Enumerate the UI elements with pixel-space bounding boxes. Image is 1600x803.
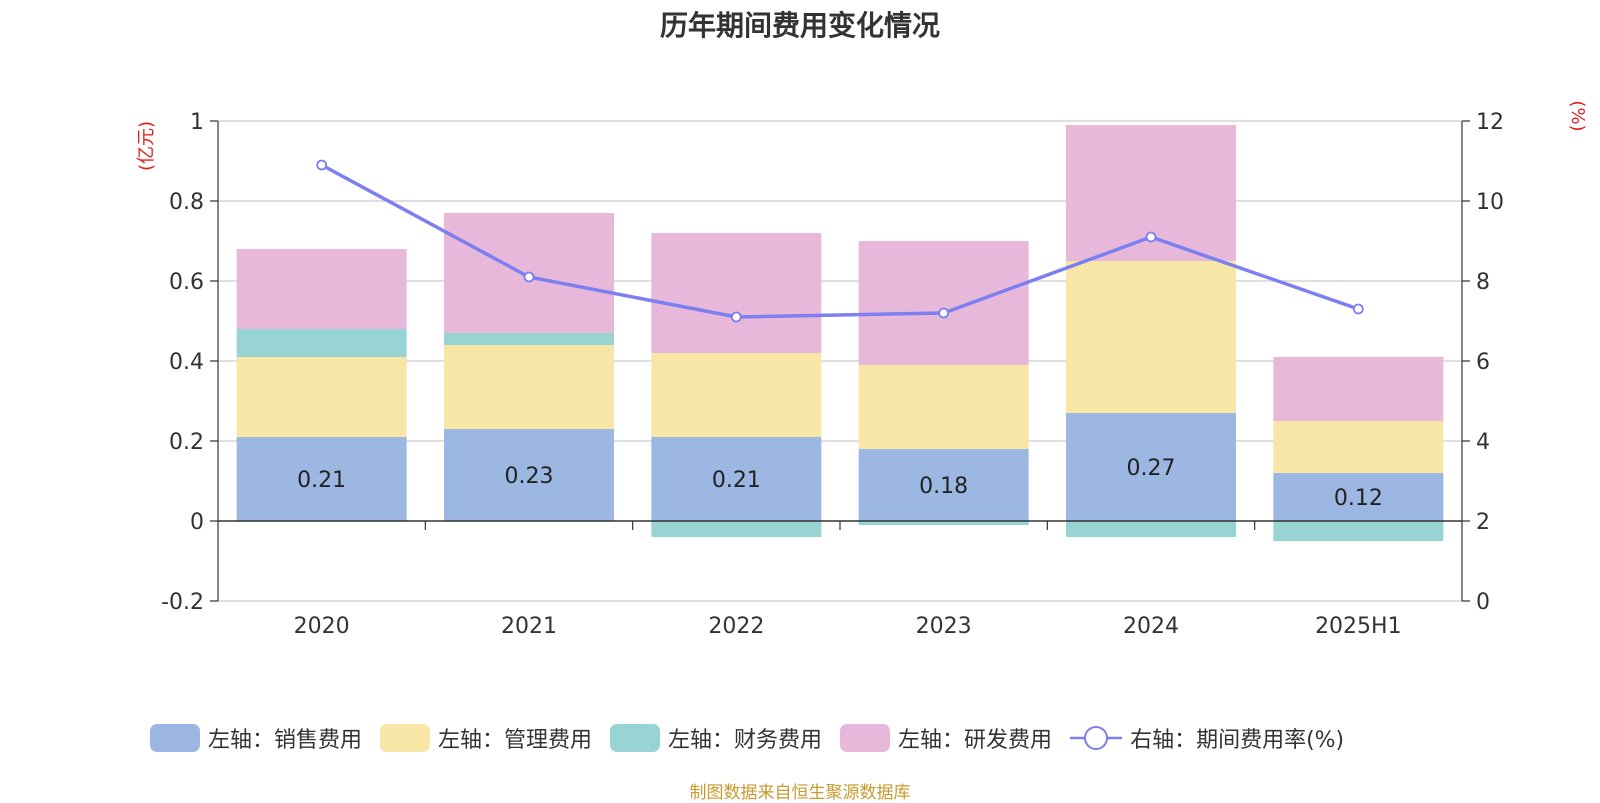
bar-finance [858, 521, 1029, 525]
right-axis-tick-label: 6 [1476, 350, 1490, 375]
left-axis-tick-label: 0.6 [169, 270, 204, 295]
rate-point [1145, 231, 1157, 243]
legend: 左轴：销售费用 左轴：管理费用 左轴：财务费用 左轴：研发费用 右轴：期间费用率… [150, 722, 1362, 754]
bar-sales [858, 449, 1029, 521]
rate-point [316, 159, 328, 171]
right-axis-tick-label: 4 [1476, 430, 1490, 455]
legend-label-sales: 左轴：销售费用 [208, 728, 363, 753]
rate-line [320, 163, 1359, 319]
left-axis-tick-label: 0.2 [169, 430, 204, 455]
x-axis-tick-label: 2022 [708, 614, 764, 639]
bar-sales [1273, 473, 1444, 521]
right-axis-tick-label: 12 [1476, 110, 1504, 135]
legend-swatch-finance [610, 724, 661, 752]
bar-finance [236, 329, 407, 357]
bar-finance [1066, 521, 1236, 537]
bar-rnd [651, 233, 822, 353]
bar-admin [858, 365, 1029, 449]
legend-item-sales[interactable]: 左轴：销售费用 [150, 722, 362, 754]
legend-label-admin: 左轴：管理费用 [438, 728, 593, 753]
left-axis-tick-label: 0.8 [169, 190, 204, 215]
legend-swatch-rnd [840, 724, 891, 752]
bar-sales [444, 429, 614, 521]
data-label-sales: 0.23 [505, 464, 554, 489]
bar-admin [236, 357, 407, 437]
x-axis-tick-label: 2021 [501, 614, 557, 639]
bar-rnd [858, 241, 1029, 365]
data-label-sales: 0.21 [297, 468, 346, 493]
data-source-note: 制图数据来自恒生聚源数据库 [689, 783, 911, 803]
legend-item-rate[interactable]: 右轴：期间费用率(%) [1070, 722, 1344, 754]
right-axis-tick-label: 8 [1476, 270, 1490, 295]
bar-admin [651, 353, 822, 437]
data-label-sales: 0.27 [1127, 456, 1176, 481]
data-label-sales: 0.21 [712, 468, 761, 493]
legend-item-admin[interactable]: 左轴：管理费用 [380, 722, 592, 754]
right-axis-tick-label: 0 [1476, 590, 1490, 615]
legend-item-rnd[interactable]: 左轴：研发费用 [840, 722, 1052, 754]
bar-admin [1066, 261, 1236, 413]
legend-swatch-sales [150, 724, 200, 752]
x-axis-tick-label: 2024 [1123, 614, 1179, 639]
left-axis-unit-label: (亿元) [136, 121, 157, 171]
left-axis-tick-label: 1 [190, 110, 204, 135]
rate-point [938, 307, 950, 319]
right-axis-unit-label: (%) [1567, 100, 1588, 131]
data-label-sales: 0.18 [919, 474, 968, 499]
bar-sales [1066, 413, 1236, 521]
bar-rnd [1273, 357, 1444, 421]
bar-finance [444, 333, 614, 345]
left-axis-tick-label: 0 [190, 510, 204, 535]
bar-admin [1273, 421, 1444, 473]
legend-swatch-admin [380, 724, 431, 752]
bar-sales [651, 437, 822, 521]
legend-swatch-rate [1070, 726, 1123, 750]
left-axis-tick-label: -0.2 [161, 590, 204, 615]
bar-rnd [236, 249, 407, 329]
legend-label-rate: 右轴：期间费用率(%) [1130, 728, 1345, 753]
bar-finance [1273, 521, 1444, 541]
right-axis-tick-label: 2 [1476, 510, 1490, 535]
rate-point [523, 271, 535, 283]
data-label-sales: 0.12 [1334, 486, 1383, 511]
legend-item-finance[interactable]: 左轴：财务费用 [610, 722, 822, 754]
chart-title: 历年期间费用变化情况 [659, 9, 940, 42]
rate-point [1352, 303, 1364, 315]
bar-admin [444, 345, 614, 429]
legend-label-finance: 左轴：财务费用 [668, 728, 823, 753]
x-axis-tick-label: 2023 [916, 614, 972, 639]
x-axis-tick-label: 2025H1 [1315, 614, 1402, 639]
bar-finance [651, 521, 822, 537]
right-axis-tick-label: 10 [1476, 190, 1504, 215]
rate-point [730, 311, 742, 323]
bar-sales [236, 437, 407, 521]
legend-label-rnd: 左轴：研发费用 [898, 728, 1053, 753]
left-axis-tick-label: 0.4 [169, 350, 204, 375]
x-axis-tick-label: 2020 [294, 614, 350, 639]
